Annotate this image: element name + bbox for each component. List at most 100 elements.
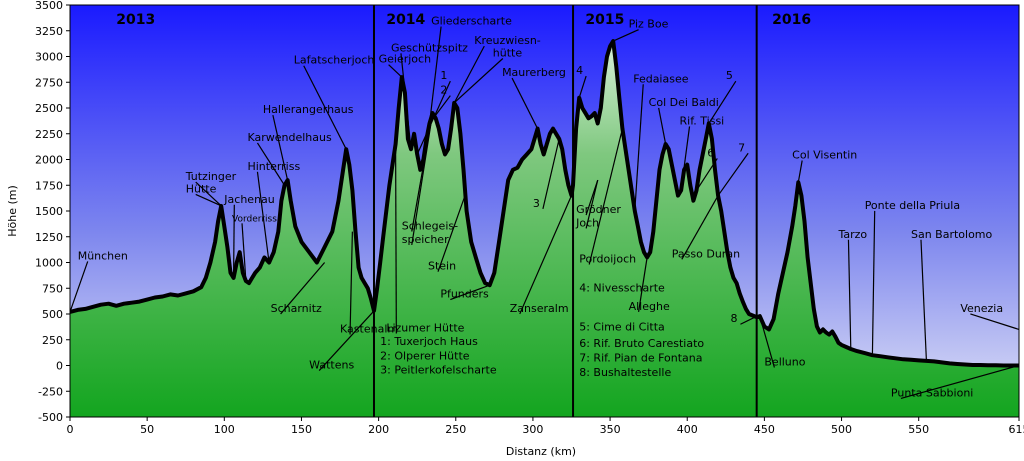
leader-line xyxy=(588,128,624,265)
leader-line xyxy=(680,126,691,191)
leader-line xyxy=(970,313,1019,331)
leader-line xyxy=(195,193,222,207)
place-label: hütte xyxy=(493,47,523,60)
y-tick-label: 1500 xyxy=(35,205,63,218)
y-tick-label: 0 xyxy=(56,360,63,373)
leader-line xyxy=(429,95,451,124)
place-label: Schlegeis- xyxy=(402,220,458,233)
leader-line xyxy=(400,53,412,150)
x-tick-label: 450 xyxy=(754,423,775,436)
place-label: Col Dei Baldi xyxy=(649,96,719,109)
place-label: Vorderriss xyxy=(232,214,277,224)
place-label: San Bartolomo xyxy=(911,228,993,241)
legend-entry: 8: Bushaltestelle xyxy=(579,366,671,379)
place-label: Alleghe xyxy=(629,300,670,313)
y-tick-label: 3000 xyxy=(35,51,63,64)
leader-line xyxy=(612,29,639,42)
place-label: Lafatscherjoch xyxy=(294,54,375,67)
x-axis: 0 50 100 150 200 250 300 350 400 450 500 550 615 xyxy=(67,417,1024,436)
legend-entry: 2: Olperer Hütte xyxy=(380,349,470,362)
leader-line xyxy=(280,262,326,315)
place-label: Wattens xyxy=(309,359,354,372)
place-label: Venezia xyxy=(960,302,1003,315)
leader-line xyxy=(578,75,587,98)
place-label: München xyxy=(78,249,128,262)
legend-entry: 6: Rif. Bruto Carestiato xyxy=(579,337,704,350)
legend-entry: 3: Peitlerkofelscharte xyxy=(380,364,497,377)
leader-line xyxy=(256,171,270,263)
place-label: Hütte xyxy=(186,182,217,195)
place-label: Stein xyxy=(428,260,456,273)
leader-line xyxy=(241,223,247,282)
leader-line xyxy=(708,80,737,124)
place-label: Scharnitz xyxy=(271,302,322,315)
leader-line xyxy=(759,315,775,368)
place-label: 1 xyxy=(440,69,447,82)
place-label: 3 xyxy=(533,197,540,210)
leader-line xyxy=(394,144,397,334)
leader-line xyxy=(634,84,644,212)
x-tick-label: 350 xyxy=(600,423,621,436)
place-label: Col Visentin xyxy=(792,148,857,161)
y-tick-label: 1750 xyxy=(35,179,63,192)
y-tick-label: 3500 xyxy=(35,0,63,12)
annotation-leaders xyxy=(70,26,1019,399)
y-axis-label: Höhe (m) xyxy=(6,185,19,237)
y-tick-label: 2000 xyxy=(35,154,63,167)
y-tick-label: -250 xyxy=(38,385,63,398)
leader-line xyxy=(388,64,403,78)
leader-line xyxy=(195,181,222,207)
x-tick-label: 150 xyxy=(291,423,312,436)
place-label: Punta Sabbioni xyxy=(891,386,973,399)
elevation-area xyxy=(70,41,1019,417)
y-tick-label: 1250 xyxy=(35,231,63,244)
place-label: 4 xyxy=(576,64,583,77)
y-tick-label: 750 xyxy=(42,282,63,295)
x-tick-label: 550 xyxy=(908,423,929,436)
x-axis-label: Distanz (km) xyxy=(506,445,576,458)
elevation-line xyxy=(70,39,1019,368)
place-label: Zanseralm xyxy=(510,302,569,315)
place-label: speicher xyxy=(402,233,449,246)
place-label: Passo Duran xyxy=(672,247,740,260)
place-label: Kreuzwiesn- xyxy=(474,34,541,47)
leader-line xyxy=(411,113,434,246)
leader-line xyxy=(920,239,928,361)
leader-line xyxy=(349,231,353,335)
place-label: Pordoijoch xyxy=(579,253,636,266)
leader-line xyxy=(70,261,89,313)
place-label: 6 xyxy=(707,146,714,159)
legend-entry: 7: Rif. Pian de Fontana xyxy=(579,351,702,364)
leader-line xyxy=(900,364,1019,399)
leader-line xyxy=(318,310,375,371)
leader-line xyxy=(717,152,749,196)
leader-line xyxy=(847,239,852,350)
place-label: 2 xyxy=(440,84,447,97)
x-tick-label: 400 xyxy=(677,423,698,436)
place-label: Karwendelhaus xyxy=(247,131,332,144)
y-tick-label: 250 xyxy=(42,334,63,347)
place-label: Hallerangerhaus xyxy=(263,103,354,116)
x-tick-label: 250 xyxy=(445,423,466,436)
place-label: 7 xyxy=(738,141,745,154)
leader-line xyxy=(256,142,285,186)
leader-line xyxy=(232,204,235,278)
year-dividers xyxy=(372,5,758,417)
x-tick-label: 200 xyxy=(368,423,389,436)
legend-entry: 1: Tuxerjoch Haus xyxy=(380,335,478,348)
x-tick-label: 500 xyxy=(831,423,852,436)
leader-line xyxy=(428,26,442,124)
year-label: 2013 xyxy=(116,12,155,28)
y-tick-label: 500 xyxy=(42,308,63,321)
leader-line xyxy=(303,65,347,150)
place-label: Pfunders xyxy=(440,288,489,301)
x-tick-label: 100 xyxy=(214,423,235,436)
y-tick-label: -500 xyxy=(38,411,63,424)
place-label: 5 xyxy=(726,69,733,82)
place-label: Joch xyxy=(575,216,599,229)
place-label: Rif. Tissi xyxy=(680,114,725,127)
leader-line xyxy=(585,179,599,229)
place-label: Grödner xyxy=(576,203,621,216)
